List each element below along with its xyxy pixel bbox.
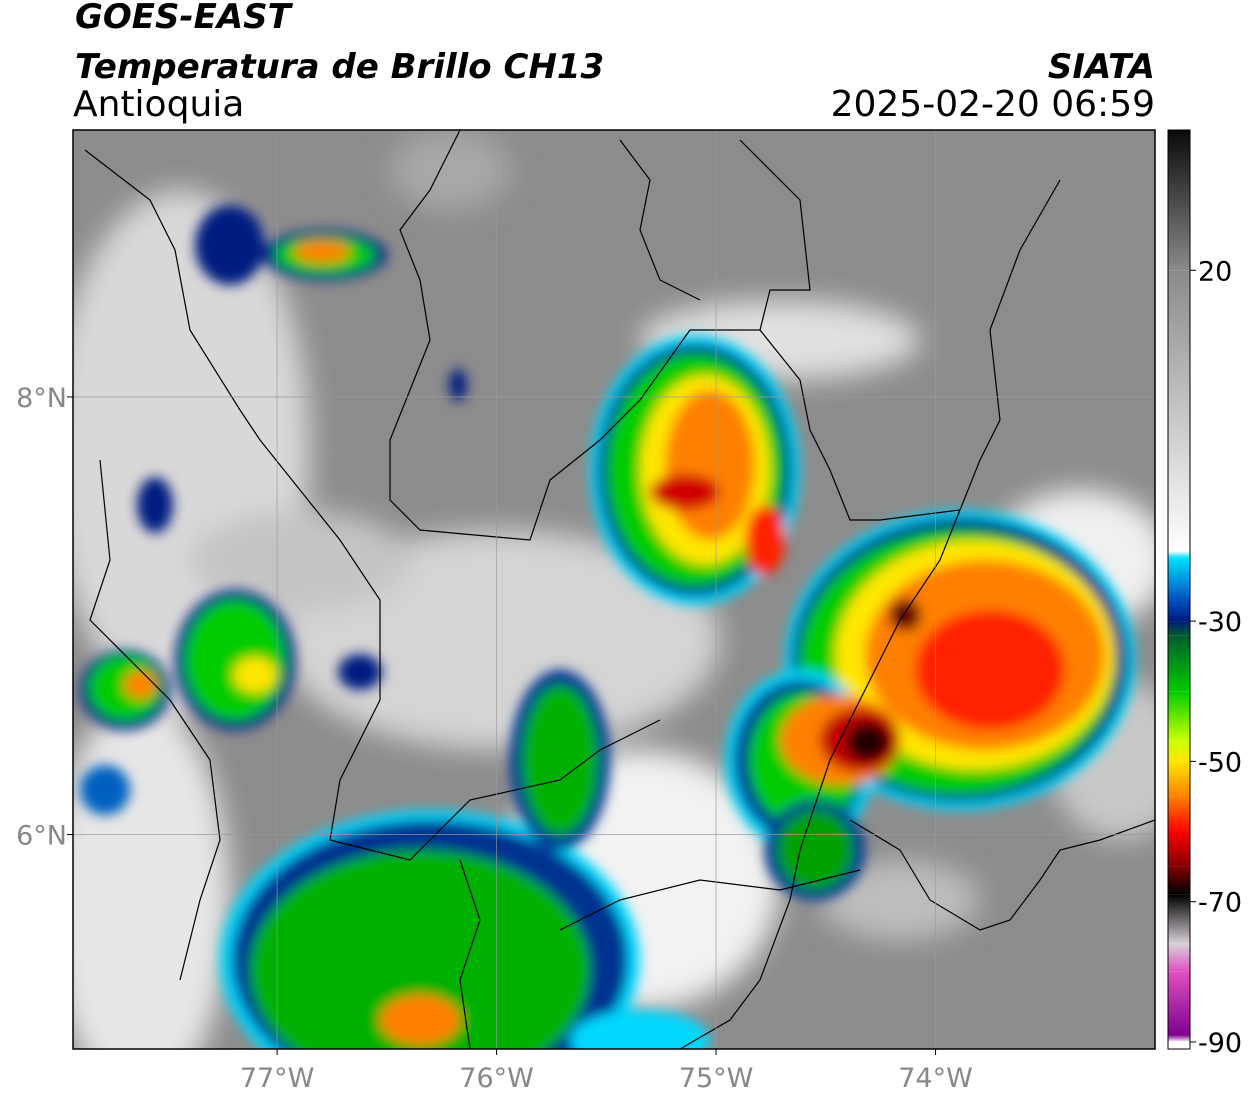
- colorbar-segment: [1168, 270, 1190, 551]
- colorbar-segment: [1168, 796, 1190, 832]
- borders: [84, 130, 1155, 1049]
- title: GOES-EAST: [75, 0, 294, 37]
- map-frame: [72, 129, 1156, 1050]
- colorbar-segment: [1168, 740, 1190, 762]
- colorbar-segment: [1168, 761, 1190, 797]
- y-tick-label: 6°N: [16, 821, 67, 852]
- colorbar-segment: [1168, 1034, 1190, 1042]
- colorbar-tick-label: -70: [1198, 888, 1242, 919]
- satellite-image: [73, 130, 1155, 1049]
- datetime: 2025-02-20 06:59: [831, 84, 1155, 125]
- colorbar-segment: [1168, 971, 1190, 1035]
- colorbar-segment: [1168, 600, 1190, 622]
- subtitle: Temperatura de Brillo CH13: [75, 47, 604, 87]
- x-tick-label: 74°W: [898, 1063, 973, 1094]
- region: Antioquia: [73, 84, 244, 125]
- x-tick-label: 75°W: [679, 1063, 754, 1094]
- colorbar-segment: [1168, 691, 1190, 741]
- colorbar-tick-label: -30: [1198, 607, 1242, 638]
- colorbar-segment: [1168, 550, 1190, 558]
- colorbar-segment: [1168, 635, 1190, 692]
- x-tick-label: 76°W: [459, 1063, 534, 1094]
- colorbar-segment: [1168, 1041, 1190, 1049]
- colorbar-segment: [1168, 621, 1190, 636]
- colorbar-segment: [1168, 557, 1190, 601]
- colorbar-segment: [1168, 866, 1190, 895]
- y-tick-label: 8°N: [16, 383, 67, 414]
- colorbar-tick-label: -50: [1198, 747, 1242, 778]
- colorbar-segment: [1168, 130, 1190, 271]
- colorbar-tick-label: 20: [1198, 256, 1232, 287]
- colorbar-frame: [1167, 129, 1191, 1050]
- colorbar-segment: [1168, 831, 1190, 867]
- source: SIATA: [1048, 47, 1155, 87]
- colorbar-segment: [1168, 894, 1190, 944]
- colorbar-segment: [1168, 943, 1190, 972]
- colorbar-tick-label: -90: [1198, 1028, 1242, 1059]
- cold-clouds: [80, 205, 1135, 1049]
- x-tick-label: 77°W: [240, 1063, 315, 1094]
